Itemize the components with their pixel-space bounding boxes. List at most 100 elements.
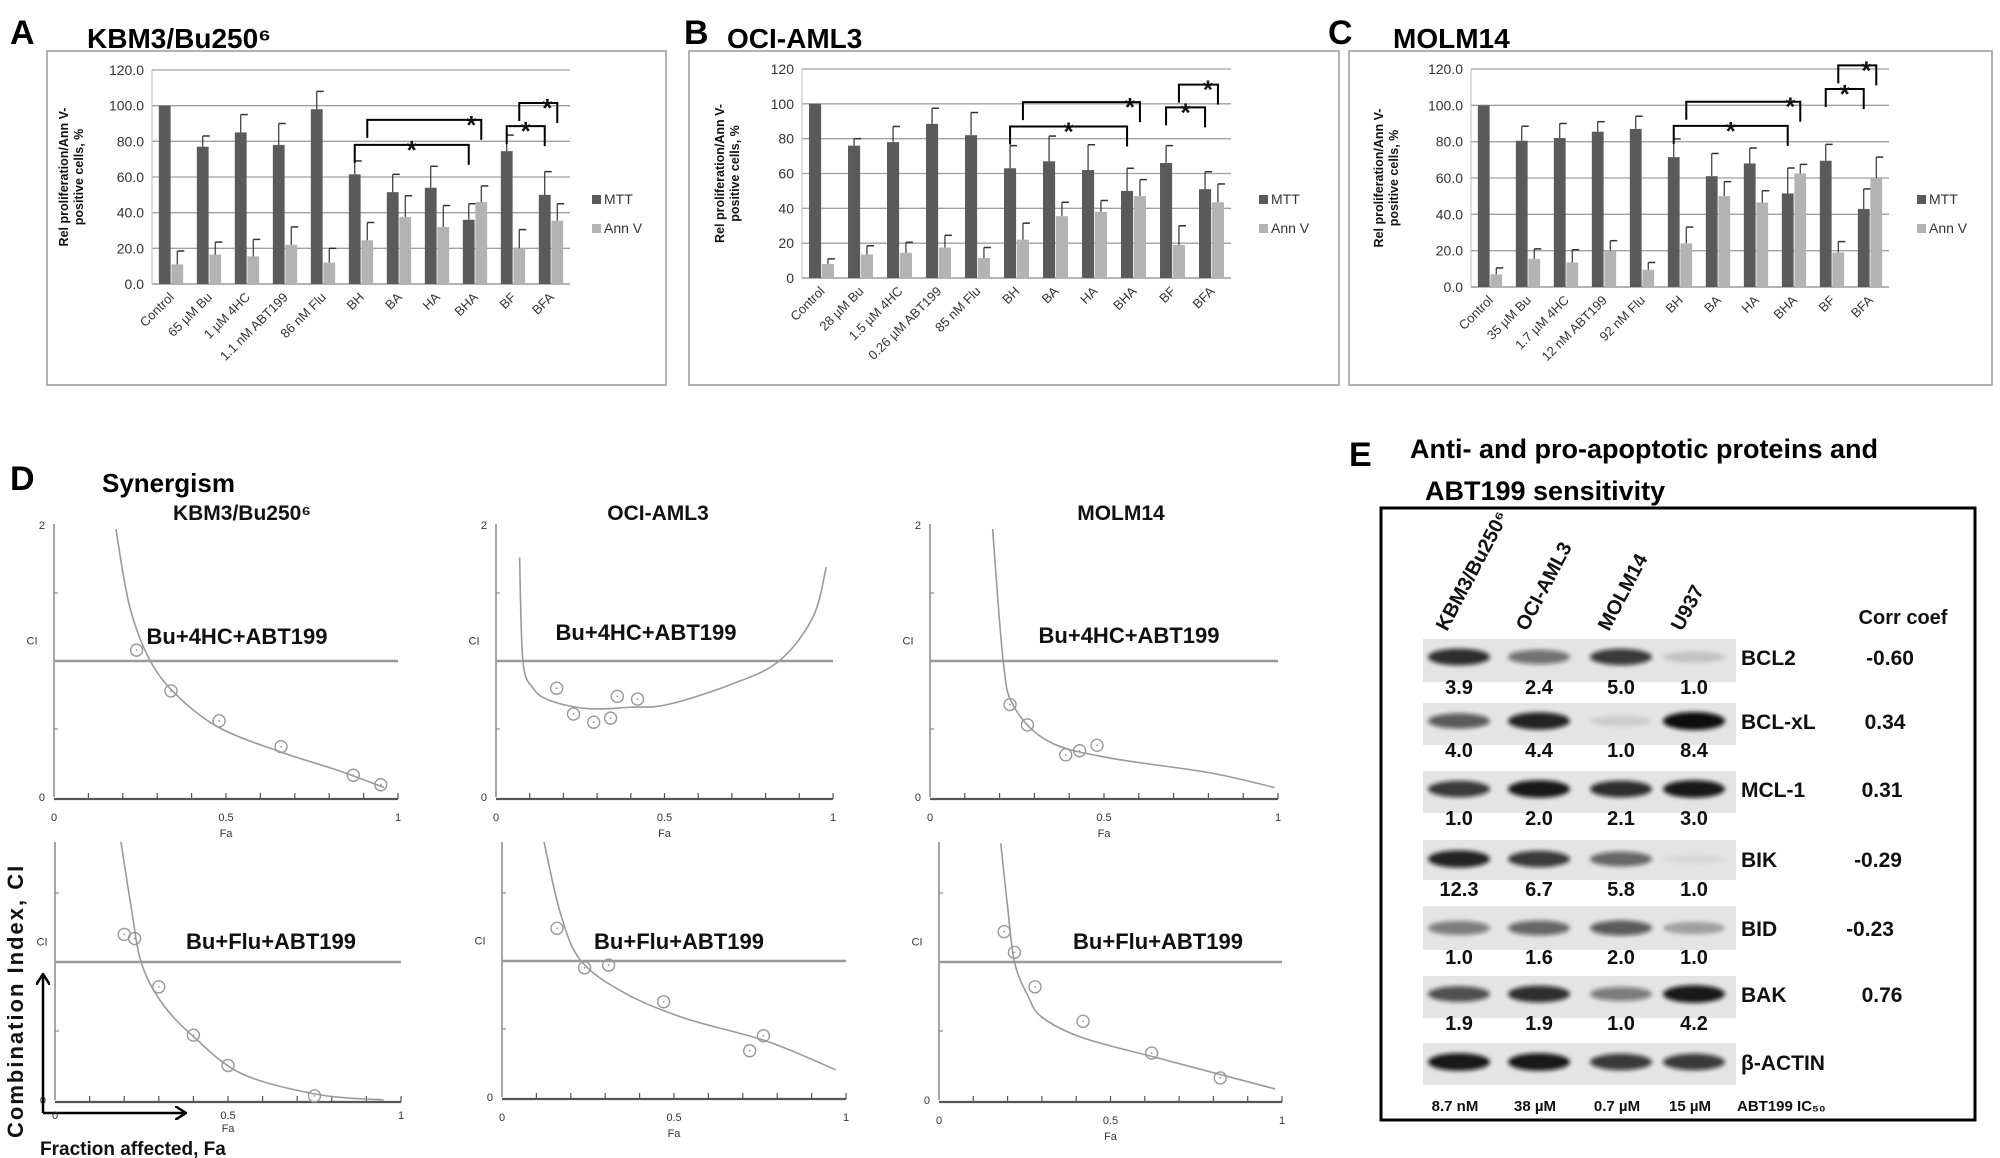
protein-band (1663, 853, 1725, 865)
bar-mtt (500, 151, 513, 284)
protein-band (1663, 921, 1725, 935)
quantification-value: 1.6 (1525, 947, 1553, 969)
bar-ann-v (821, 264, 834, 278)
significance-star: * (1181, 97, 1192, 127)
y-tick-label: 20.0 (117, 240, 144, 256)
bar-mtt (887, 142, 900, 278)
y-tick-label: 0 (924, 1095, 930, 1107)
data-point-center (607, 964, 610, 966)
combination-index-plot: 0 0.5 1 Fa 0 CI Bu+Flu+ABT199 (37, 842, 404, 1135)
protein-label: MCL-1 (1741, 779, 1805, 802)
data-point (549, 681, 564, 695)
quantification-value: 3.9 (1445, 677, 1473, 699)
blot-row--actin: β-ACTIN (1423, 1043, 1825, 1085)
data-point-center (1078, 749, 1081, 752)
protein-band (1590, 987, 1652, 1001)
data-point (756, 1029, 771, 1043)
protein-band (1428, 850, 1490, 868)
significance-bracket (1685, 100, 1802, 122)
bar-mtt (310, 109, 323, 284)
bar-ann-v (247, 256, 260, 284)
y-axis-label: Rel proliferation/Ann V- (57, 108, 71, 247)
bar-mtt (1199, 189, 1212, 278)
protein-band (1508, 1053, 1570, 1071)
bar-ann-v (1016, 239, 1029, 278)
bar-ann-v (209, 254, 222, 284)
correlation-coefficient: -0.23 (1846, 918, 1894, 941)
y-tick-label: 80 (778, 131, 794, 147)
x-tick-label: 1 (398, 1110, 404, 1122)
protein-band (1590, 1053, 1652, 1071)
bar-mtt (1667, 157, 1680, 287)
bar-mtt (1121, 190, 1134, 278)
legend-swatch (1259, 195, 1268, 204)
data-point-center (1096, 744, 1098, 747)
x-tick-label: 0.5 (657, 812, 672, 824)
protein-band (1663, 712, 1725, 730)
bar-ann-v (361, 240, 374, 284)
y-tick-label: 0 (786, 270, 794, 286)
significance-bracket (1824, 87, 1865, 109)
x-tick-label: 1 (830, 812, 836, 824)
data-point-center (135, 649, 138, 652)
y-tick-label: 100.0 (1428, 97, 1463, 113)
y-tick-label: 120 (771, 61, 795, 77)
data-point (152, 980, 166, 994)
y-tick-label: 120.0 (109, 62, 144, 78)
bar-ann-v (1870, 178, 1883, 287)
bar-ann-v (1832, 252, 1845, 287)
bar-ann-v (1642, 269, 1655, 287)
data-point-center (609, 717, 612, 720)
x-tick-label: 0 (936, 1115, 942, 1127)
quantification-value: 1.0 (1680, 947, 1708, 969)
bar-ann-v (551, 220, 564, 284)
significance-star: * (407, 135, 418, 165)
protein-label: BID (1741, 918, 1777, 941)
plot-cell-line-title: OCI-AML3 (607, 502, 709, 525)
protein-band (1508, 649, 1570, 665)
data-point-center (133, 937, 136, 940)
quantification-value: 6.7 (1525, 879, 1553, 901)
bar-mtt (272, 144, 285, 284)
quantification-value: 8.4 (1680, 740, 1709, 762)
combination-label: Bu+Flu+ABT199 (186, 929, 356, 954)
blot-row-bak: BAK 1.9 1.9 1.0 4.2 0.76 (1423, 976, 1902, 1035)
significance-bracket (1672, 124, 1789, 146)
data-point-center (572, 713, 575, 715)
x-tick-label: 0 (927, 812, 933, 824)
panel-letter-e: E (1349, 436, 1372, 474)
x-tick-label: 0 (493, 812, 499, 824)
combination-label: Bu+Flu+ABT199 (1073, 929, 1243, 954)
data-point (566, 707, 581, 721)
x-tick-label: 1 (843, 1112, 849, 1124)
y-axis-label: CI (37, 936, 48, 948)
significance-bracket (1165, 106, 1207, 128)
x-axis-label: Fa (1098, 828, 1112, 840)
data-point-center (662, 1000, 665, 1003)
data-point-center (280, 745, 282, 748)
protein-label: BCL2 (1741, 647, 1796, 670)
lane-label: MOLM14 (1594, 550, 1653, 635)
x-axis-label: Fa (220, 828, 234, 840)
combination-label: Bu+4HC+ABT199 (556, 620, 737, 645)
protein-band (1508, 780, 1570, 798)
panel-e-title-line-2: ABT199 sensitivity (1425, 476, 1665, 506)
bar-chart-panel-c: C MOLM14 0.0 20.0 40.0 60.0 80.0 100.0 120.0 Rel … (1328, 14, 1993, 386)
legend-swatch (1259, 224, 1268, 233)
ic50-value: 0.7 µM (1594, 1098, 1640, 1115)
bar-mtt (462, 219, 475, 284)
significance-star: * (1785, 92, 1796, 122)
bar-ann-v (1604, 250, 1617, 287)
panel-d-title: Synergism (102, 468, 235, 498)
bar-ann-v (1718, 196, 1731, 287)
lane-label: U937 (1667, 582, 1709, 635)
significance-star: * (1203, 75, 1214, 105)
bar-mtt (965, 135, 978, 278)
protein-band (1590, 648, 1652, 666)
protein-band (1508, 850, 1570, 868)
bar-mtt (1515, 140, 1528, 287)
y-tick-label: 0 (915, 792, 921, 804)
bar-chart-panel-b: B OCI-AML3 0 20 40 60 80 100 120 Rel proliferatio… (684, 14, 1340, 386)
data-point (587, 715, 601, 729)
y-axis-label: CI (469, 636, 480, 648)
